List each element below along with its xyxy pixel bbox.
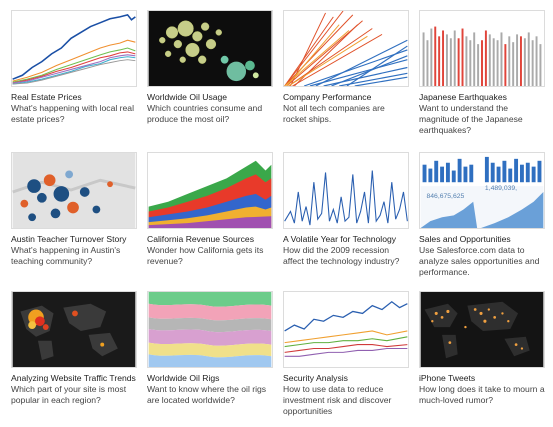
- card-title[interactable]: iPhone Tweets: [419, 373, 476, 383]
- thumbnail-company-performance[interactable]: [283, 10, 409, 87]
- sales-value-left: 846,675,625: [426, 193, 464, 200]
- card-description: Want to understand the magnitude of the …: [419, 103, 523, 135]
- dot-map-thumbnail: [420, 292, 544, 367]
- card-title[interactable]: Japanese Earthquakes: [419, 92, 507, 102]
- gallery-card-website-traffic[interactable]: Analyzing Website Traffic Trends Which p…: [11, 291, 137, 406]
- map-bubble-thumbnail: [12, 153, 136, 228]
- gallery-card-california-revenue[interactable]: California Revenue Sources Wonder how Ca…: [147, 152, 273, 267]
- gallery-card-sales-opportunities[interactable]: 846,675,625 1,489,039, Sales and Opportu…: [419, 152, 545, 278]
- thumbnail-real-estate-prices[interactable]: [11, 10, 137, 87]
- card-title[interactable]: Company Performance: [283, 92, 372, 102]
- thumbnail-volatile-year[interactable]: [283, 152, 409, 229]
- thumbnail-worldwide-oil-rigs[interactable]: [147, 291, 273, 368]
- spiky-line-thumbnail: [284, 153, 408, 228]
- thumbnail-worldwide-oil-usage[interactable]: [147, 10, 273, 87]
- card-title[interactable]: Analyzing Website Traffic Trends: [11, 373, 136, 383]
- bubble-chart-thumbnail: [148, 11, 272, 86]
- card-description: How did the 2009 recession affect the te…: [283, 245, 400, 266]
- gallery-card-worldwide-oil-rigs[interactable]: Worldwide Oil Rigs Want to know where th…: [147, 291, 273, 406]
- card-title[interactable]: California Revenue Sources: [147, 234, 255, 244]
- card-description: Not all tech companies are rocket ships.: [283, 103, 385, 124]
- card-description: Which part of your site is most popular …: [11, 384, 127, 405]
- card-description: Want to know where the oil rigs are loca…: [147, 384, 267, 405]
- card-description: Wonder how California gets its revenue?: [147, 245, 264, 266]
- gallery-card-security-analysis[interactable]: Security Analysis How to use data to red…: [283, 291, 409, 417]
- gallery-card-company-performance[interactable]: Company Performance Not all tech compani…: [283, 10, 409, 125]
- gallery-card-real-estate-prices[interactable]: Real Estate Prices What's happening with…: [11, 10, 137, 125]
- card-description: What's happening with local real estate …: [11, 103, 134, 124]
- dashboard-thumbnail: 846,675,625 1,489,039,: [420, 153, 544, 228]
- thumbnail-security-analysis[interactable]: [283, 291, 409, 368]
- card-title[interactable]: Worldwide Oil Rigs: [147, 373, 220, 383]
- thumbnail-sales-opportunities[interactable]: 846,675,625 1,489,039,: [419, 152, 545, 229]
- card-title[interactable]: Security Analysis: [283, 373, 348, 383]
- card-title[interactable]: Worldwide Oil Usage: [147, 92, 228, 102]
- card-title[interactable]: Real Estate Prices: [11, 92, 82, 102]
- bar-chart-thumbnail: [420, 11, 544, 86]
- gallery-card-japanese-earthquakes[interactable]: Japanese Earthquakes Want to understand …: [419, 10, 545, 136]
- gallery-card-iphone-tweets[interactable]: iPhone Tweets How long does it take to m…: [419, 291, 545, 406]
- world-map-thumbnail: [12, 292, 136, 367]
- card-description: Use Salesforce.com data to analyze sales…: [419, 245, 540, 277]
- gallery-card-austin-teacher-turnover[interactable]: Austin Teacher Turnover Story What's hap…: [11, 152, 137, 267]
- thumbnail-website-traffic[interactable]: [11, 291, 137, 368]
- multi-line-thumbnail: [284, 292, 408, 367]
- sales-value-right: 1,489,039,: [485, 185, 517, 192]
- card-description: What's happening in Austin's teaching co…: [11, 245, 121, 266]
- gallery-card-volatile-year[interactable]: A Volatile Year for Technology How did t…: [283, 152, 409, 267]
- card-description: How long does it take to mourn a much-lo…: [419, 384, 545, 405]
- thumbnail-iphone-tweets[interactable]: [419, 291, 545, 368]
- stacked-area-thumbnail: [148, 153, 272, 228]
- streamgraph-thumbnail: [148, 292, 272, 367]
- thumbnail-austin-teacher-turnover[interactable]: [11, 152, 137, 229]
- thumbnail-california-revenue[interactable]: [147, 152, 273, 229]
- line-chart-thumbnail: [12, 11, 136, 86]
- fan-line-chart-thumbnail: [284, 11, 408, 86]
- card-title[interactable]: Sales and Opportunities: [419, 234, 511, 244]
- thumbnail-japanese-earthquakes[interactable]: [419, 10, 545, 87]
- card-description: Which countries consume and produce the …: [147, 103, 263, 124]
- gallery-card-worldwide-oil-usage[interactable]: Worldwide Oil Usage Which countries cons…: [147, 10, 273, 125]
- card-description: How to use data to reduce investment ris…: [283, 384, 392, 416]
- card-title[interactable]: Austin Teacher Turnover Story: [11, 234, 127, 244]
- card-title[interactable]: A Volatile Year for Technology: [283, 234, 397, 244]
